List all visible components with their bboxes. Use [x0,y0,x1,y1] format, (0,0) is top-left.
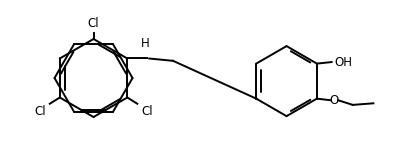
Text: OH: OH [335,56,353,68]
Text: O: O [330,94,339,107]
Text: Cl: Cl [34,105,46,118]
Text: Cl: Cl [88,17,100,30]
Text: H: H [141,37,150,50]
Text: Cl: Cl [141,105,153,118]
